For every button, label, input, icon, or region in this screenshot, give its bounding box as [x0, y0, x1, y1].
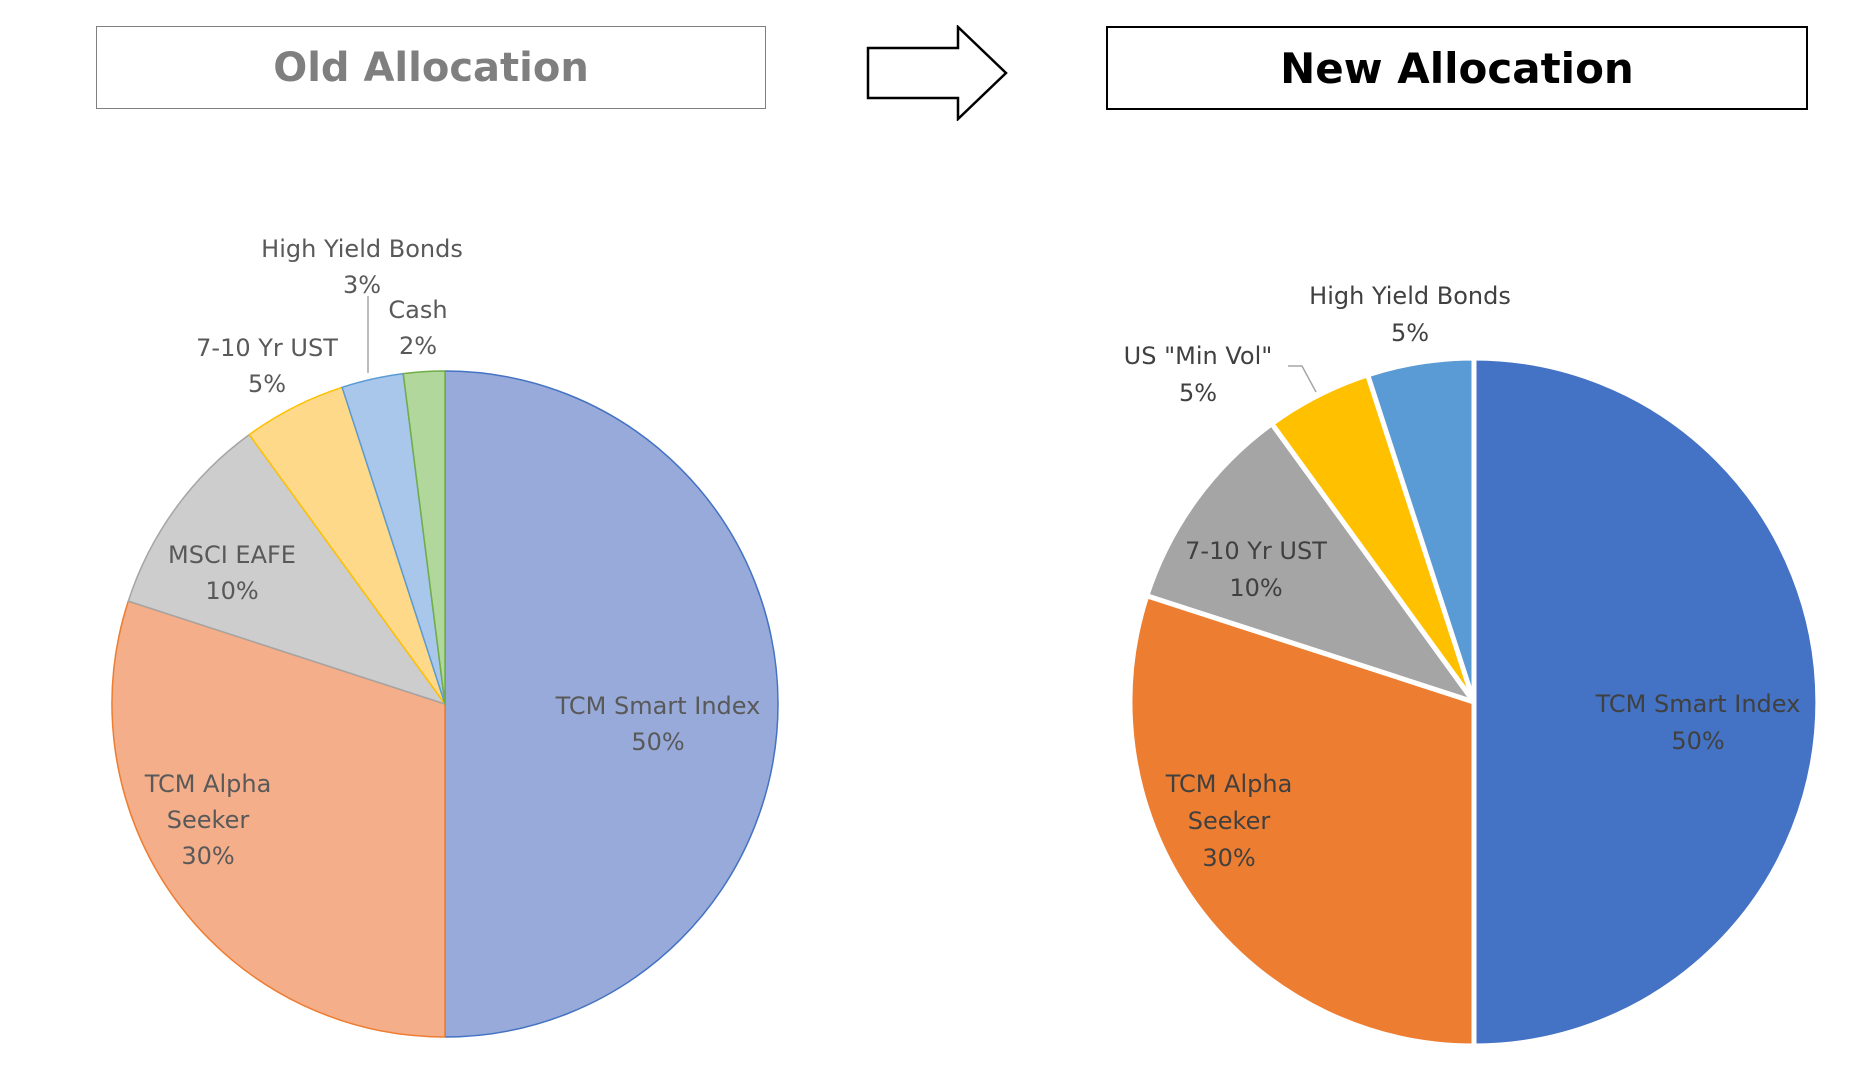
- pie-slice-high-yield-bonds: [1365, 355, 1477, 705]
- pie-slice-tcm-alpha-seeker: [111, 600, 446, 1038]
- old-allocation-title: Old Allocation: [96, 26, 766, 109]
- data-label-tcm-alpha-seeker: TCM Alpha Seeker 30%: [144, 770, 272, 870]
- pie-slice-tcm-smart-index: [1471, 355, 1821, 1049]
- pie-slice-tcm-smart-index: [444, 370, 779, 1038]
- new-allocation-title: New Allocation: [1106, 26, 1808, 110]
- pie-slice-cash: [402, 370, 446, 705]
- right-arrow-icon: [866, 25, 1008, 121]
- pie-slice-tcm-alpha-seeker: [1127, 593, 1477, 1049]
- data-label-high-yield-bonds: High Yield Bonds 5%: [1309, 282, 1511, 347]
- pie-slice-7-10-yr-ust: [1144, 421, 1477, 705]
- data-label-us-min-vol: US "Min Vol" 5%: [1124, 342, 1273, 407]
- data-label-msci-eafe: MSCI EAFE 10%: [168, 541, 296, 605]
- data-label-high-yield-bonds: High Yield Bonds 3%: [261, 235, 463, 299]
- data-label-tcm-alpha-seeker: TCM Alpha Seeker 30%: [1165, 770, 1293, 872]
- leader-line: [1288, 365, 1317, 393]
- data-label-tcm-smart-index: TCM Smart Index 50%: [555, 692, 761, 756]
- pie-slice-msci-eafe: [127, 433, 446, 705]
- data-label-tcm-smart-index: TCM Smart Index 50%: [1595, 690, 1801, 755]
- data-label-cash: Cash 2%: [388, 296, 447, 360]
- data-label-7-10-yr-ust: 7-10 Yr UST 5%: [196, 334, 338, 398]
- data-label-7-10-yr-ust: 7-10 Yr UST 10%: [1185, 537, 1327, 602]
